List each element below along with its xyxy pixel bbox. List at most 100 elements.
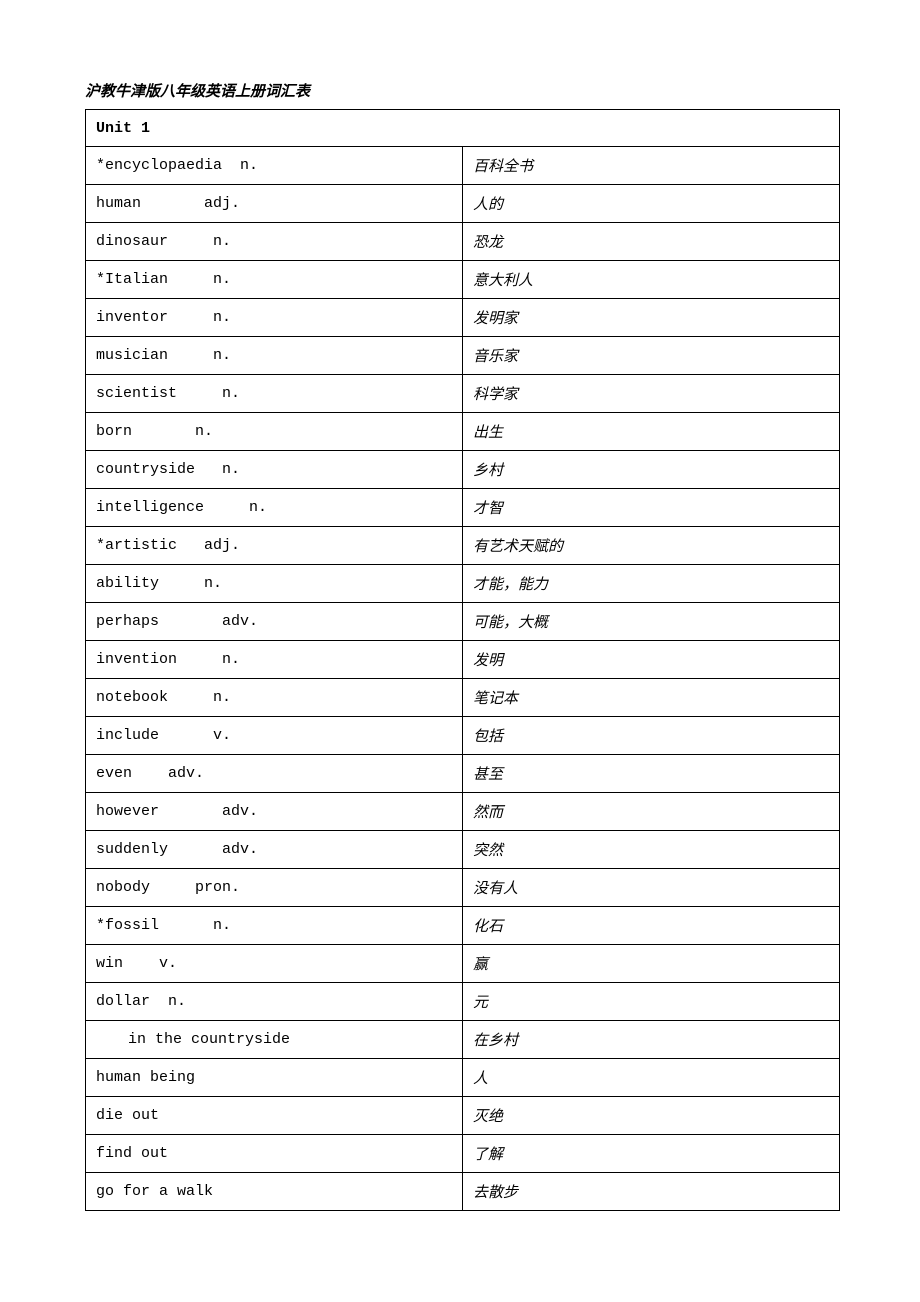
table-row: include v.包括 (86, 717, 840, 755)
pos-text: adv. (168, 765, 204, 782)
word-text: countryside (96, 461, 195, 478)
pos-text: adv. (222, 803, 258, 820)
word-text: however (96, 803, 159, 820)
chinese-cell: 乡村 (463, 451, 840, 489)
table-row: dinosaur n.恐龙 (86, 223, 840, 261)
pos-text: v. (213, 727, 231, 744)
english-cell: scientist n. (86, 375, 463, 413)
unit-title-cell: Unit 1 (86, 110, 840, 147)
table-row: die out灭绝 (86, 1097, 840, 1135)
word-text: intelligence (96, 499, 204, 516)
word-text: invention (96, 651, 177, 668)
word-text: born (96, 423, 132, 440)
table-body: Unit 1 *encyclopaedia n.百科全书 human adj. 人的… (86, 110, 840, 1211)
english-cell: intelligence n. (86, 489, 463, 527)
pos-text: n. (240, 157, 258, 174)
table-row: even adv.甚至 (86, 755, 840, 793)
chinese-cell: 人 (463, 1059, 840, 1097)
pos-text: adj. (204, 195, 240, 212)
word-text: go for a walk (96, 1183, 213, 1200)
english-cell: human being (86, 1059, 463, 1097)
english-cell: die out (86, 1097, 463, 1135)
table-row: dollar n.元 (86, 983, 840, 1021)
chinese-cell: 才智 (463, 489, 840, 527)
chinese-cell: 发明 (463, 641, 840, 679)
unit-header-row: Unit 1 (86, 110, 840, 147)
chinese-cell: 化石 (463, 907, 840, 945)
chinese-cell: 灭绝 (463, 1097, 840, 1135)
pos-text: n. (249, 499, 267, 516)
word-text: *encyclopaedia (96, 157, 222, 174)
pos-text: n. (213, 271, 231, 288)
english-cell: *artistic adj. (86, 527, 463, 565)
pos-text: n. (204, 575, 222, 592)
pos-text: adv. (222, 841, 258, 858)
pos-text: n. (222, 461, 240, 478)
chinese-cell: 甚至 (463, 755, 840, 793)
table-row: win v.赢 (86, 945, 840, 983)
word-text: *Italian (96, 271, 168, 288)
english-cell: *Italian n. (86, 261, 463, 299)
word-text: dollar (96, 993, 150, 1010)
page-heading: 沪教牛津版八年级英语上册词汇表 (85, 80, 840, 101)
english-cell: *fossil n. (86, 907, 463, 945)
chinese-cell: 才能，能力 (463, 565, 840, 603)
word-text: musician (96, 347, 168, 364)
word-text: *artistic (96, 537, 177, 554)
pos-text: n. (213, 917, 231, 934)
table-row: find out 了解 (86, 1135, 840, 1173)
chinese-cell: 音乐家 (463, 337, 840, 375)
word-text: include (96, 727, 159, 744)
chinese-cell: 没有人 (463, 869, 840, 907)
word-text: in the countryside (96, 1031, 290, 1048)
table-row: in the countryside在乡村 (86, 1021, 840, 1059)
pos-text: pron. (195, 879, 240, 896)
table-row: however adv.然而 (86, 793, 840, 831)
table-row: *Italian n.意大利人 (86, 261, 840, 299)
pos-text: adj. (204, 537, 240, 554)
table-row: suddenly adv.突然 (86, 831, 840, 869)
table-row: *artistic adj.有艺术天赋的 (86, 527, 840, 565)
chinese-cell: 可能，大概 (463, 603, 840, 641)
word-text: inventor (96, 309, 168, 326)
english-cell: in the countryside (86, 1021, 463, 1059)
table-row: ability n.才能，能力 (86, 565, 840, 603)
word-text: *fossil (96, 917, 159, 934)
pos-text: n. (168, 993, 186, 1010)
english-cell: dinosaur n. (86, 223, 463, 261)
table-row: *encyclopaedia n.百科全书 (86, 147, 840, 185)
table-row: scientist n.科学家 (86, 375, 840, 413)
word-text: human being (96, 1069, 195, 1086)
pos-text: n. (222, 651, 240, 668)
english-cell: countryside n. (86, 451, 463, 489)
chinese-cell: 笔记本 (463, 679, 840, 717)
word-text: scientist (96, 385, 177, 402)
table-row: human adj. 人的 (86, 185, 840, 223)
pos-text: n. (213, 347, 231, 364)
table-row: invention n. 发明 (86, 641, 840, 679)
chinese-cell: 恐龙 (463, 223, 840, 261)
table-row: nobody pron.没有人 (86, 869, 840, 907)
english-cell: suddenly adv. (86, 831, 463, 869)
chinese-cell: 了解 (463, 1135, 840, 1173)
word-text: human (96, 195, 141, 212)
word-text: find out (96, 1145, 168, 1162)
chinese-cell: 去散步 (463, 1173, 840, 1211)
english-cell: win v. (86, 945, 463, 983)
english-cell: find out (86, 1135, 463, 1173)
pos-text: v. (159, 955, 177, 972)
english-cell: include v. (86, 717, 463, 755)
table-row: countryside n.乡村 (86, 451, 840, 489)
vocabulary-table: Unit 1 *encyclopaedia n.百科全书 human adj. 人的… (85, 109, 840, 1211)
word-text: perhaps (96, 613, 159, 630)
word-text: notebook (96, 689, 168, 706)
chinese-cell: 人的 (463, 185, 840, 223)
chinese-cell: 包括 (463, 717, 840, 755)
chinese-cell: 发明家 (463, 299, 840, 337)
english-cell: dollar n. (86, 983, 463, 1021)
table-row: musician n. 音乐家 (86, 337, 840, 375)
english-cell: go for a walk (86, 1173, 463, 1211)
pos-text: n. (213, 309, 231, 326)
chinese-cell: 赢 (463, 945, 840, 983)
word-text: win (96, 955, 123, 972)
